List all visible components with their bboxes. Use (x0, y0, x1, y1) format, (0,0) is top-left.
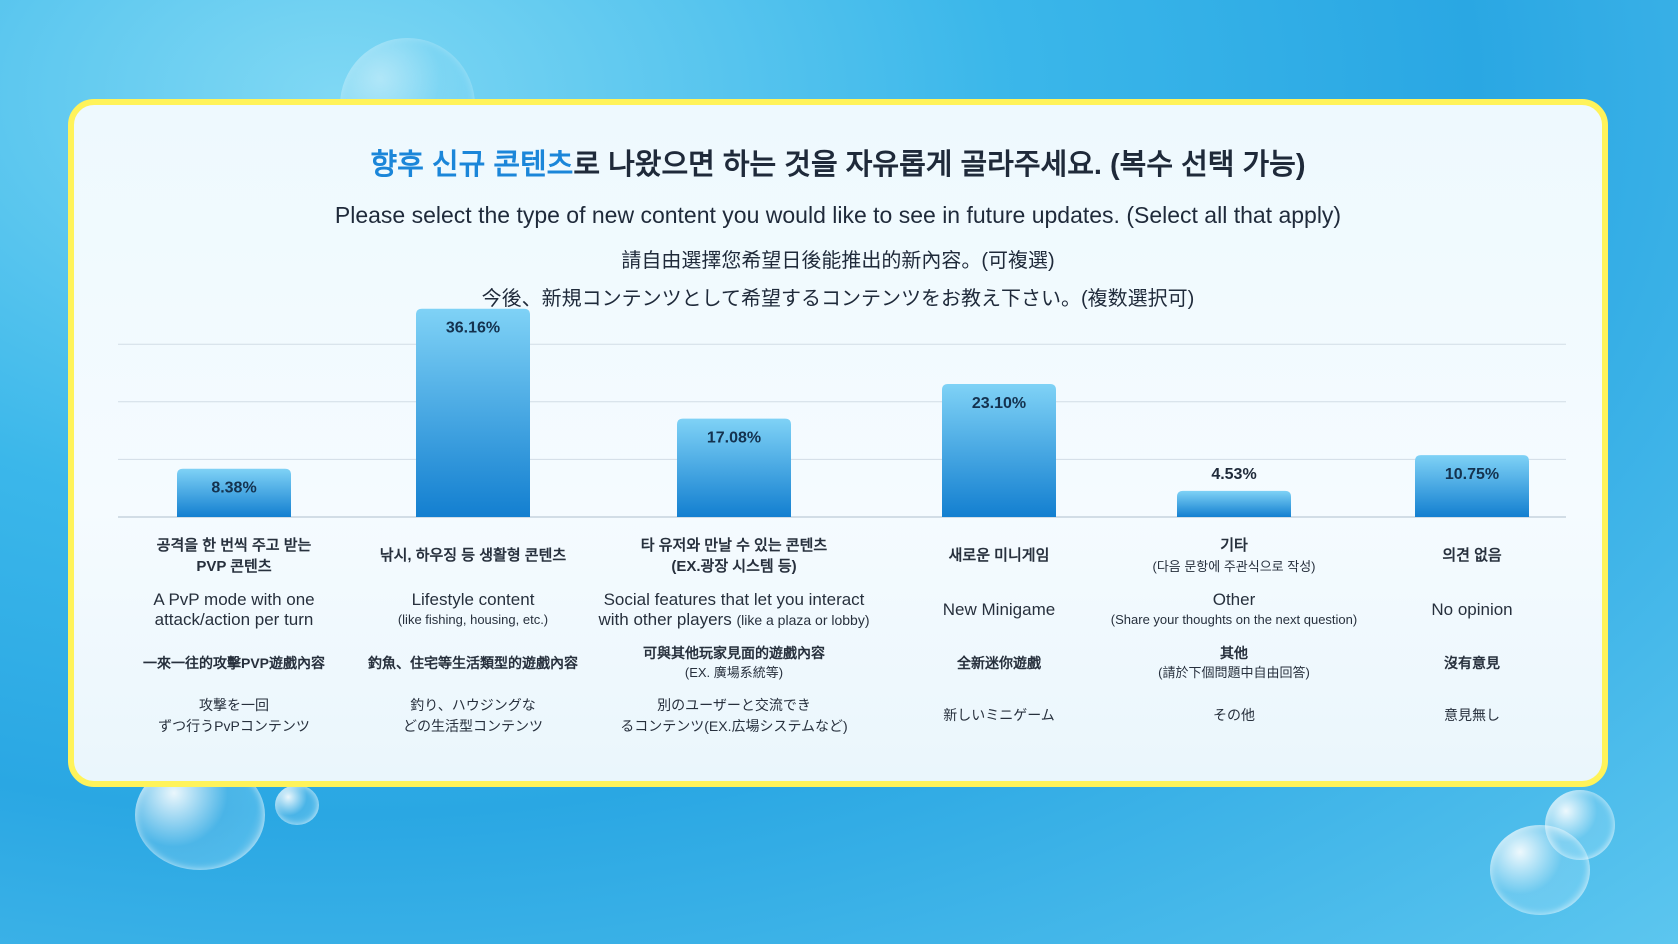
category-label-line: No opinion (1431, 600, 1513, 619)
category-label-line: 의견 없음 (1442, 547, 1502, 564)
category-label-line: Social features that let you interact (603, 590, 865, 609)
category-label-line: Lifestyle content (411, 590, 535, 609)
bar-1 (177, 468, 291, 517)
title-highlight: 향후 신규 콘텐츠 (370, 149, 574, 181)
category-label-line: 기타 (1220, 537, 1248, 554)
category-label-zh: 可與其他玩家見面的遊戲內容 (EX. 廣場系統等) (584, 643, 884, 683)
category-label-zh: 釣魚、住宅等生活類型的遊戲內容 (323, 653, 623, 673)
category-label-line: 其他 (1220, 645, 1248, 661)
bar-chart: 8.38% 36.16% 17.08% 23.10% 4.53% 10.75% (118, 308, 1566, 518)
category-label-ja: 意見無し (1322, 705, 1622, 726)
survey-card: 향후 신규 콘텐츠로 나왔으면 하는 것을 자유롭게 골라주세요. (복수 선택… (68, 99, 1608, 787)
category-label-line: 釣魚、住宅等生活類型的遊戲內容 (368, 655, 578, 671)
category-label-line: 攻撃を一回 (199, 697, 269, 713)
bar-2 (416, 308, 530, 517)
category-label-ja: 釣り、ハウジングな どの生活型コンテンツ (323, 695, 623, 737)
bar-5 (1177, 490, 1291, 517)
bar-3 (677, 418, 791, 517)
category-label-ko: 기타 (다음 문항에 주관식으로 작성) (1084, 535, 1384, 577)
category-label-en: A PvP mode with one attack/action per tur… (84, 590, 384, 630)
title-rest: 로 나왔으면 하는 것을 자유롭게 골라주세요. (복수 선택 가능) (573, 149, 1306, 181)
category-label-line: 새로운 미니게임 (948, 547, 1050, 564)
category-label-note: (請於下個問題中自由回答) (1158, 665, 1310, 680)
category-label-line: Other (1212, 590, 1256, 609)
category-label-ja: 別のユーザーと交流できるコンテンツ(EX.広場システムなど) (584, 695, 884, 737)
category-label-en: New Minigame (849, 600, 1149, 620)
category-label-line: 新しいミニゲーム (943, 707, 1055, 723)
category-label-line: 可與其他玩家見面的遊戲內容 (643, 645, 825, 661)
category-label-zh: 一來一往的攻擊PVP遊戲內容 (84, 653, 384, 673)
bar-value-label: 36.16% (446, 320, 500, 337)
category-label-ko: 새로운 미니게임 (849, 545, 1149, 566)
bar-value-label: 4.53% (1211, 466, 1256, 483)
category-label-ko: 의견 없음 (1322, 545, 1622, 566)
bar-6 (1415, 455, 1529, 517)
category-label-line: 意見無し (1444, 707, 1500, 723)
category-label-note: (다음 문항에 주관식으로 작성) (1152, 559, 1316, 574)
category-label-line: (EX.광장 시스템 등) (671, 558, 797, 575)
bar-value-label: 23.10% (972, 395, 1026, 412)
category-label-note: (Share your thoughts on the next questio… (1110, 612, 1358, 627)
category-label-ko: 공격을 한 번씩 주고 받는 PVP 콘텐츠 (84, 535, 384, 577)
subtitle-ja: 今後、新規コンテンツとして希望するコンテンツをお教え下さい。(複数選択可) (481, 288, 1195, 310)
category-label-en: No opinion (1322, 600, 1622, 620)
category-label-zh: 沒有意見 (1322, 653, 1622, 673)
category-label-ja: 攻撃を一回ずつ行うPvPコンテンツ (84, 695, 384, 737)
category-label-line: その他 (1213, 707, 1255, 723)
category-label-line: New Minigame (942, 600, 1056, 619)
category-label-line: A PvP mode with one (153, 590, 315, 609)
category-label-en: Lifestyle content (like fishing, housing,… (323, 590, 623, 630)
category-label-line: 공격을 한 번씩 주고 받는 (156, 537, 312, 554)
category-label-ko: 타 유저와 만날 수 있는 콘텐츠 (EX.광장 시스템 등) (584, 535, 884, 577)
category-label-line: 낚시, 하우징 등 생활형 콘텐츠 (379, 547, 567, 564)
category-label-note: (like a plaza or lobby) (736, 612, 870, 628)
category-label-line: 沒有意見 (1444, 655, 1500, 671)
bar-value-label: 17.08% (707, 430, 761, 447)
category-label-note: (like fishing, housing, etc.) (397, 612, 549, 627)
category-label-line: 全新迷你遊戲 (957, 655, 1041, 671)
category-label-line: attack/action per turn (154, 610, 314, 629)
category-label-line: 一來一往的攻擊PVP遊戲內容 (142, 655, 325, 671)
category-label-line: 別のユーザーと交流でき (657, 697, 811, 713)
category-label-note: (EX. 廣場系統等) (684, 665, 784, 680)
bar-value-label: 10.75% (1445, 466, 1499, 483)
category-label-line: ずつ行うPvPコンテンツ (158, 718, 310, 734)
bar-value-label: 8.38% (211, 480, 256, 497)
bar-4 (942, 383, 1056, 517)
category-label-ko: 낚시, 하우징 등 생활형 콘텐츠 (323, 545, 623, 566)
category-label-line: どの生活型コンテンツ (403, 718, 543, 734)
subtitle-zh: 請自由選擇您希望日後能推出的新內容。(可複選) (621, 250, 1055, 272)
category-label-en: Social features that let you interact wit… (584, 590, 884, 630)
category-label-en: Other (Share your thoughts on the next qu… (1084, 590, 1384, 630)
category-label-line: PVP 콘텐츠 (196, 558, 272, 575)
subtitle-en: Please select the type of new content yo… (334, 202, 1342, 228)
category-label-line: 釣り、ハウジングな (410, 697, 536, 713)
category-label-ja: その他 (1084, 705, 1384, 726)
category-label-line: with other players (like a plaza or lobb… (598, 610, 870, 629)
category-label-zh: 全新迷你遊戲 (849, 653, 1149, 673)
category-label-ja: 新しいミニゲーム (849, 705, 1149, 726)
category-label-zh: 其他 (請於下個問題中自由回答) (1084, 643, 1384, 683)
category-label-line: るコンテンツ(EX.広場システムなど) (620, 718, 848, 734)
bubble-decoration (275, 785, 319, 825)
category-label-line: 타 유저와 만날 수 있는 콘텐츠 (640, 537, 828, 554)
page-title: 향후 신규 콘텐츠로 나왔으면 하는 것을 자유롭게 골라주세요. (복수 선택… (74, 141, 1602, 183)
bubble-decoration (1545, 790, 1615, 860)
